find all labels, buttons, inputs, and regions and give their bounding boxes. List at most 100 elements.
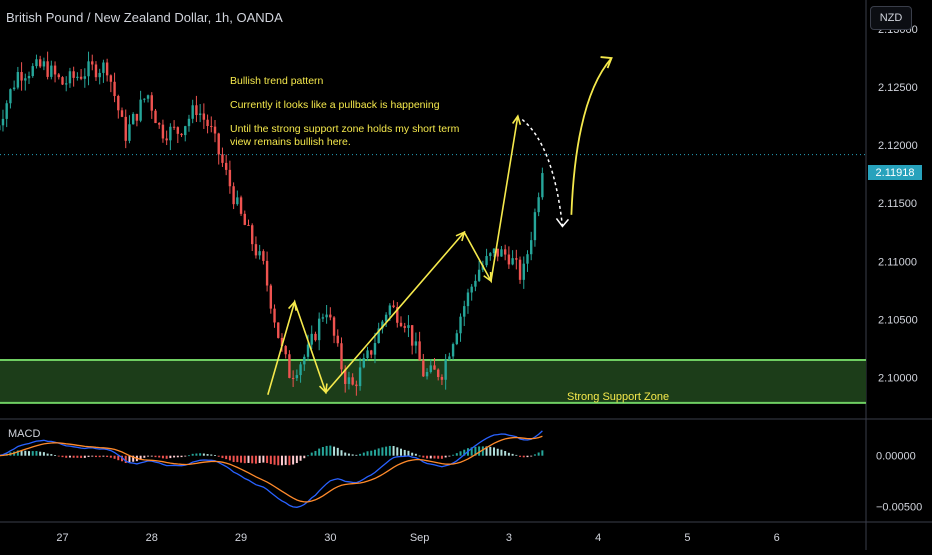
macd-histogram-bar: [143, 456, 145, 458]
bullish-projection-arrow[interactable]: [571, 58, 611, 215]
candle-body: [188, 119, 190, 126]
candle-body: [392, 305, 394, 307]
currency-button[interactable]: NZD: [870, 6, 912, 30]
macd-histogram-bar: [218, 456, 220, 457]
pullback-arrowhead: [556, 218, 568, 226]
candle-body: [456, 333, 458, 344]
candle-body: [511, 258, 513, 264]
candle-body: [191, 105, 193, 119]
macd-histogram-bar: [493, 447, 495, 455]
candle-body: [508, 255, 510, 265]
support-zone-label[interactable]: Strong Support Zone: [567, 391, 669, 403]
candle-body: [422, 360, 424, 376]
candle-body: [46, 61, 48, 77]
time-tick-label: 27: [56, 532, 68, 544]
time-tick-label: 3: [506, 532, 512, 544]
macd-histogram-bar: [270, 456, 272, 464]
candle-body: [415, 341, 417, 345]
pullback-note[interactable]: Currently it looks like a pullback is ha…: [230, 99, 440, 112]
candle-body: [322, 317, 324, 318]
macd-histogram-bar: [456, 453, 458, 456]
support-zone[interactable]: [0, 360, 866, 403]
candle-body: [459, 317, 461, 334]
macd-histogram-bar: [43, 452, 45, 456]
macd-histogram-bar: [236, 456, 238, 462]
candle-body: [444, 360, 446, 380]
macd-histogram-bar: [415, 454, 417, 456]
candle-body: [329, 315, 331, 318]
candle-body: [218, 134, 220, 155]
candle-body: [125, 117, 127, 141]
candle-body: [128, 124, 130, 141]
macd-histogram-bar: [210, 455, 212, 456]
macd-histogram-bar: [244, 456, 246, 463]
candle-body: [478, 270, 480, 281]
candle-body: [13, 88, 15, 90]
macd-histogram-bar: [28, 451, 30, 456]
macd-histogram-bar: [296, 456, 298, 463]
candle-body: [400, 323, 402, 326]
macd-histogram-bar: [318, 449, 320, 456]
macd-histogram-bar: [177, 456, 179, 458]
macd-histogram-bar: [147, 456, 149, 457]
macd-histogram-bar: [229, 456, 231, 461]
macd-histogram-bar: [221, 456, 223, 458]
macd-histogram-bar: [69, 456, 71, 458]
candle-body: [366, 350, 368, 358]
candle-body: [404, 326, 406, 328]
price-tick-label: 2.12500: [878, 82, 918, 94]
macd-histogram-bar: [500, 450, 502, 456]
macd-histogram-bar: [404, 450, 406, 456]
macd-histogram-bar: [54, 455, 56, 456]
candle-body: [537, 197, 539, 212]
candle-body: [102, 63, 104, 73]
macd-histogram-bar: [99, 456, 101, 457]
candle-body: [221, 154, 223, 163]
candle-body: [389, 305, 391, 314]
macd-histogram-bar: [73, 456, 75, 458]
macd-histogram-bar: [158, 456, 160, 458]
macd-histogram-bar: [352, 454, 354, 455]
macd-histogram-bar: [61, 456, 63, 457]
candle-body: [489, 253, 491, 256]
macd-histogram-bar: [110, 456, 112, 458]
candle-body: [28, 76, 30, 78]
candle-body: [247, 225, 249, 226]
macd-histogram-bar: [333, 447, 335, 456]
macd-histogram-bar: [114, 456, 116, 459]
candle-body: [236, 197, 238, 204]
candle-body: [195, 105, 197, 115]
candle-body: [303, 357, 305, 365]
candle-body: [162, 125, 164, 139]
candle-body: [61, 77, 63, 84]
candle-body: [244, 214, 246, 225]
macd-histogram-bar: [530, 456, 532, 457]
macd-histogram-bar: [50, 454, 52, 456]
time-tick-label: 28: [146, 532, 158, 544]
macd-histogram-bar: [225, 456, 227, 459]
macd-histogram-bar: [65, 456, 67, 458]
macd-histogram-bar: [452, 455, 454, 456]
candle-body: [121, 110, 123, 117]
candle-body: [50, 66, 52, 77]
candle-body: [113, 82, 115, 96]
macd-histogram-bar: [359, 454, 361, 456]
candle-body: [534, 212, 536, 240]
candle-body: [24, 78, 26, 80]
macd-label[interactable]: MACD: [8, 428, 40, 440]
candle-body: [333, 317, 335, 335]
candle-body: [58, 74, 60, 77]
macd-histogram-bar: [300, 456, 302, 461]
pattern-note[interactable]: Bullish trend pattern: [230, 75, 323, 88]
candle-body: [519, 260, 521, 280]
candle-body: [69, 71, 71, 83]
candle-body: [296, 375, 298, 378]
outlook-note[interactable]: Until the strong support zone holds my s…: [230, 123, 459, 149]
macd-histogram-bar: [285, 456, 287, 465]
candle-body: [32, 66, 34, 76]
zigzag-drawing[interactable]: [268, 116, 518, 395]
macd-histogram-bar: [504, 451, 506, 456]
candle-body: [355, 385, 357, 386]
